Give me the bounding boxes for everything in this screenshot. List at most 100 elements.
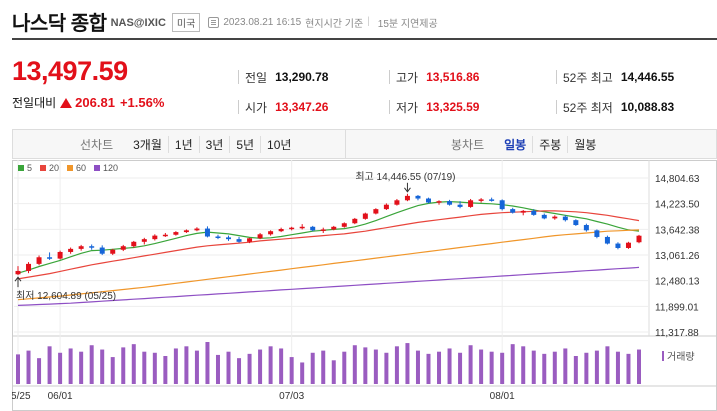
volume-bar [563, 348, 568, 384]
y-tick-label: 12,480.13 [655, 277, 700, 288]
candle-body [447, 201, 453, 205]
volume-bar [289, 357, 294, 384]
candle-body [457, 204, 463, 207]
stats-col-2: 고가 13,516.86 저가 13,325.59 [389, 62, 479, 122]
volume-bar [89, 345, 94, 384]
stat-value: 13,347.26 [275, 100, 329, 114]
calendar-icon [208, 17, 220, 28]
candle-weekly[interactable]: 주봉 [532, 135, 567, 153]
legend-label: 120 [103, 163, 119, 173]
volume-bar [47, 346, 52, 384]
x-tick-label: 06/01 [48, 391, 73, 402]
volume-bar [458, 352, 463, 384]
volume-bar [489, 351, 494, 384]
candle-body [78, 246, 84, 249]
ma-line-20 [17, 210, 640, 280]
y-tick-label: 13,061.26 [655, 251, 700, 262]
volume-bar [468, 345, 473, 384]
volume-bar [405, 343, 410, 384]
x-tick-label: 05/25 [12, 391, 31, 402]
candle-body [404, 195, 410, 201]
candle-body [120, 246, 126, 250]
volume-bar [310, 352, 315, 384]
candle-daily[interactable]: 일봉 [504, 137, 527, 152]
candle-body [226, 237, 232, 240]
volume-bar [626, 353, 631, 384]
legend-swatch [94, 165, 101, 171]
volume-bar [37, 358, 42, 384]
candle-body [604, 236, 610, 244]
page-title: 나스닥 종합 [12, 12, 107, 35]
legend-label: 20 [49, 163, 60, 173]
low-arrow-head [14, 276, 22, 282]
candlestick-chart: 14,804.63 14,223.50 13,642.38 13,061.26 12,4… [12, 160, 717, 411]
line-chart-title[interactable]: 선차트 [80, 137, 114, 152]
candle-chart-title[interactable]: 봉차트 [451, 137, 485, 152]
candle-body [489, 199, 495, 201]
volume-bar [215, 354, 220, 384]
change-label: 전일대비 [12, 96, 57, 110]
volume-bar [194, 350, 199, 384]
x-tick-label: 07/03 [279, 391, 304, 402]
volume-bar [268, 346, 273, 384]
candle-body [562, 216, 568, 221]
candle-body [152, 235, 158, 240]
y-tick-label: 14,223.50 [655, 200, 700, 211]
volume-bar [173, 348, 178, 384]
candle-body [89, 246, 95, 248]
stat-value: 13,290.78 [275, 70, 329, 84]
candle-body [425, 198, 431, 203]
volume-bar [437, 351, 442, 384]
stat-value: 10,088.83 [620, 100, 675, 114]
candle-body [99, 247, 105, 254]
legend-swatch [40, 165, 47, 171]
volume-bar [521, 346, 526, 384]
candle-body [247, 238, 253, 242]
divider: | [367, 15, 370, 27]
candle-body [625, 242, 631, 248]
change-percent: +1.56% [119, 95, 165, 110]
volume-bar [300, 362, 305, 384]
period-3y[interactable]: 3년 [198, 135, 230, 153]
candle-body [510, 209, 516, 213]
period-1y[interactable]: 1년 [167, 135, 199, 153]
candle-body [383, 204, 389, 210]
volume-bar [510, 344, 515, 384]
volume-bar [237, 358, 242, 384]
candle-body [194, 228, 200, 231]
header-divider [12, 38, 717, 40]
volume-bar [384, 352, 389, 384]
ma-legend: 5 20 60 120 [18, 163, 126, 173]
candle-body [36, 257, 42, 264]
stat-label: 52주 최저 [563, 100, 613, 115]
candle-body [583, 225, 589, 231]
stat-label: 전일 [245, 70, 268, 85]
volume-bar [573, 356, 578, 384]
volume-bar [447, 348, 452, 384]
volume-bar [415, 350, 420, 384]
volume-bar [68, 348, 73, 384]
candle-body [289, 227, 295, 230]
chart-toolbar: 선차트 3개월 1년 3년 5년 10년 봉차트 일봉 주봉 월봉 [12, 129, 717, 159]
candle-body [636, 235, 642, 243]
stat-label: 저가 [396, 100, 419, 115]
ma-line-5 [17, 200, 640, 274]
time-basis: 현지시간 기준 [305, 19, 364, 30]
period-3m[interactable]: 3개월 [133, 137, 162, 152]
stat-label: 52주 최고 [563, 70, 613, 85]
stat-label: 시가 [245, 100, 268, 115]
y-tick-label: 13,642.38 [655, 225, 700, 236]
header: 나스닥 종합 NAS@IXIC 미국 2023.08.21 16:15 현지시간… [12, 6, 712, 36]
period-10y[interactable]: 10년 [260, 135, 297, 153]
candle-body [183, 230, 189, 233]
volume-bar [142, 351, 147, 384]
volume-bar [247, 353, 252, 384]
candle-body [552, 216, 558, 219]
period-5y[interactable]: 5년 [229, 135, 260, 153]
candle-body [394, 200, 400, 205]
candle-monthly[interactable]: 월봉 [567, 135, 602, 153]
candle-body [531, 210, 537, 215]
low-annotation: 최저 12,604.89 (05/25) [16, 290, 116, 302]
volume-bar [342, 351, 347, 384]
volume-legend: 거래량 [662, 348, 695, 363]
